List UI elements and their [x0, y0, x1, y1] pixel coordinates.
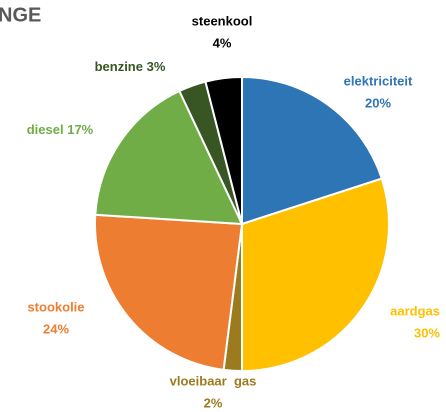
category-label: stookolie	[27, 299, 84, 314]
pie-slice	[241, 177, 390, 373]
value-label: 30%	[414, 325, 440, 340]
value-label: 4%	[213, 35, 232, 50]
category-label: diesel	[27, 122, 64, 137]
pie-slice	[204, 75, 243, 225]
chart-title: NGE	[0, 4, 41, 26]
value-label: 17%	[67, 122, 93, 137]
value-label: 24%	[43, 321, 69, 336]
pie-slice	[94, 89, 244, 226]
category-label: aardgas	[390, 303, 440, 318]
pie-slice	[94, 213, 244, 371]
pie-slice	[241, 75, 384, 226]
slice-label: benzine 3%	[95, 59, 166, 74]
value-label: 20%	[365, 95, 391, 110]
category-label: steenkool	[192, 13, 253, 28]
slice-label: diesel 17%	[27, 122, 94, 137]
category-label: elektriciteit	[344, 73, 413, 88]
category-label: vloeibaar gas	[170, 373, 257, 388]
value-label: 2%	[204, 395, 223, 410]
value-label: 3%	[147, 59, 166, 74]
category-label: benzine	[95, 59, 143, 74]
